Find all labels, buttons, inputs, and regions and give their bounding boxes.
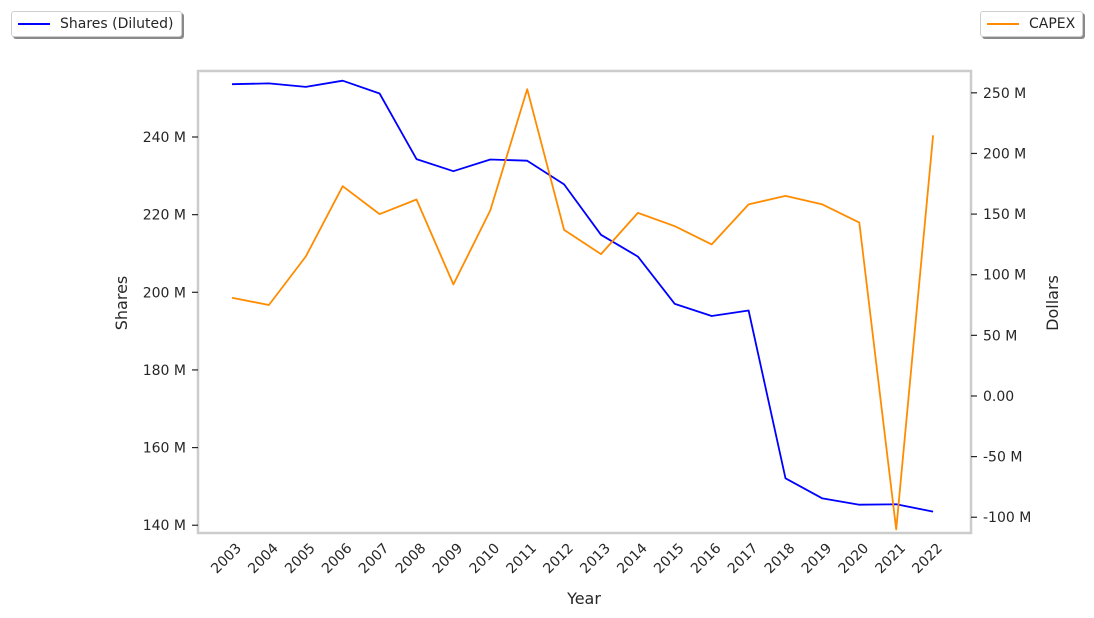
- right-tick-label: 150 M: [983, 207, 1026, 223]
- legend-capex: CAPEX: [980, 11, 1084, 37]
- x-tick-label: 2012: [540, 541, 577, 578]
- x-axis-label: Year: [566, 589, 601, 608]
- x-tick-label: 2013: [577, 541, 614, 578]
- x-tick-label: 2008: [393, 541, 430, 578]
- right-tick-label: -100 M: [983, 510, 1031, 526]
- legend-capex-label: CAPEX: [1029, 16, 1076, 32]
- x-tick-label: 2022: [909, 541, 946, 578]
- x-tick-label: 2003: [208, 541, 245, 578]
- right-tick-label: 100 M: [983, 268, 1026, 284]
- x-tick-label: 2021: [873, 541, 910, 578]
- legend-shares-label: Shares (Diluted): [60, 16, 174, 32]
- x-tick-label: 2007: [356, 541, 393, 578]
- left-tick-label: 140 M: [143, 518, 186, 534]
- left-tick-label: 200 M: [143, 285, 186, 301]
- left-tick-label: 240 M: [143, 130, 186, 146]
- series-line-capex: [231, 88, 934, 531]
- left-axis-ticks: 140 M 160 M 180 M 200 M 220 M 240 M: [143, 130, 198, 534]
- legend-shares-swatch: [18, 23, 50, 25]
- right-tick-label: 250 M: [983, 86, 1026, 102]
- x-tick-label: 2020: [836, 541, 873, 578]
- x-tick-label: 2018: [762, 541, 799, 578]
- right-tick-label: -50 M: [983, 450, 1022, 466]
- x-tick-label: 2016: [688, 540, 725, 577]
- x-tick-label: 2009: [430, 541, 467, 578]
- right-tick-label: 200 M: [983, 146, 1026, 162]
- left-axis-label: Shares: [112, 276, 131, 331]
- right-axis-label: Dollars: [1043, 275, 1062, 331]
- right-tick-label: 50 M: [983, 328, 1017, 344]
- x-tick-label: 2011: [504, 541, 541, 578]
- x-tick-label: 2015: [651, 541, 688, 578]
- right-tick-label: 0.00: [983, 389, 1014, 405]
- x-tick-label: 2005: [282, 541, 319, 578]
- plot-area: [196, 69, 973, 535]
- series-line-shares: [231, 79, 934, 513]
- x-tick-label: 2010: [467, 541, 504, 578]
- x-tick-label: 2006: [319, 540, 356, 577]
- right-axis-ticks: -100 M -50 M 0.00 50 M 100 M 150 M 200 M 250 M: [971, 86, 1031, 526]
- x-tick-label: 2019: [799, 541, 836, 578]
- x-tick-label: 2004: [245, 540, 282, 577]
- x-axis-ticks: 2003 2004 2005 2006 2007 2008 2009 2010 2011 2012…: [208, 540, 946, 577]
- left-tick-label: 160 M: [143, 441, 186, 457]
- x-tick-label: 2014: [614, 540, 651, 577]
- legend-shares: Shares (Diluted): [11, 11, 182, 37]
- x-tick-label: 2017: [725, 541, 762, 578]
- legend-capex-swatch: [987, 23, 1019, 25]
- series-lines: [231, 79, 934, 531]
- left-tick-label: 180 M: [143, 363, 186, 379]
- left-tick-label: 220 M: [143, 208, 186, 224]
